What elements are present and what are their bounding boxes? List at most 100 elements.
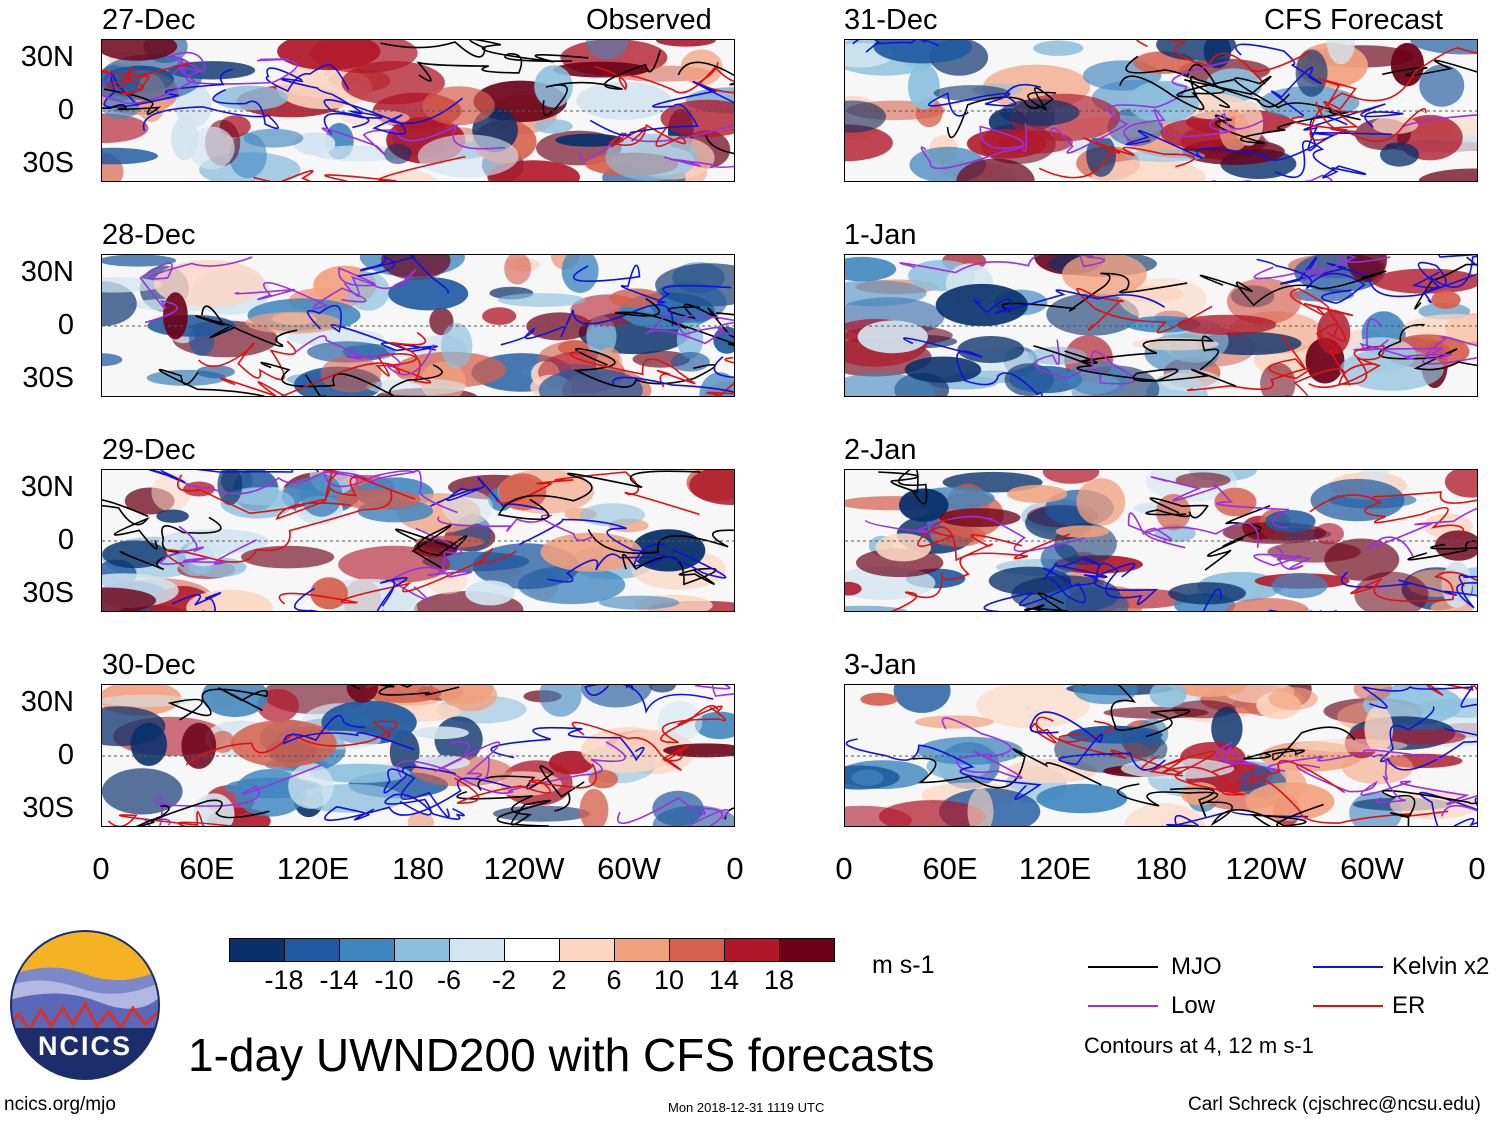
wave-contour [416, 53, 573, 82]
wave-contour [490, 726, 645, 762]
wave-contour [102, 62, 193, 95]
wave-contour [573, 264, 732, 304]
colorbar-label: 10 [653, 965, 685, 995]
anomaly-blob [1381, 729, 1466, 745]
wave-contour [1024, 592, 1068, 611]
anomaly-blob [188, 126, 235, 170]
anomaly-blob [338, 545, 451, 584]
anomaly-blob [873, 40, 973, 64]
wave-contour [920, 122, 1028, 170]
wave-contour [1289, 287, 1353, 342]
anomaly-blob [1168, 582, 1246, 605]
anomaly-blob [1211, 706, 1243, 751]
panel-title-obs-4: 30-Dec [102, 649, 196, 681]
x-label: 120E [1018, 851, 1092, 886]
colorbar-segment [504, 938, 560, 962]
wave-contour [324, 777, 513, 821]
wave-contour [1119, 75, 1234, 111]
wave-contour [1082, 685, 1191, 738]
logo-url[interactable]: ncics.org/mjo [4, 1094, 116, 1115]
wave-contour [234, 281, 367, 310]
anomaly-blob [1042, 470, 1100, 484]
anomaly-blob [933, 85, 1010, 102]
wave-contour [1315, 78, 1360, 133]
colorbar-segment [284, 938, 340, 962]
map-panel [101, 684, 735, 827]
wave-contour [941, 717, 1023, 779]
wave-contour [864, 515, 1086, 552]
map-panel [844, 254, 1478, 397]
wave-contour [547, 543, 665, 583]
anomaly-blob [102, 281, 137, 327]
colorbar-segment [779, 938, 835, 962]
legend-label-kelvin: Kelvin x2 [1392, 953, 1490, 980]
wave-contour [306, 304, 438, 353]
anomaly-blob [1342, 750, 1414, 785]
colorbar-segment [229, 938, 285, 962]
wave-contour [1407, 540, 1477, 561]
anomaly-blob [1124, 803, 1206, 826]
anomaly-blob [1007, 484, 1068, 503]
anomaly-blob [680, 49, 723, 86]
anomaly-blob [163, 292, 188, 340]
wave-contour [1430, 543, 1477, 550]
anomaly-blob [465, 580, 515, 606]
wave-contour [1381, 789, 1477, 826]
y-label-30s: 30S [22, 147, 74, 179]
anomaly-blob [311, 145, 409, 162]
wave-contour [570, 350, 696, 388]
wave-contour [119, 516, 222, 571]
anomaly-blob [1418, 168, 1477, 181]
wave-contour [1210, 174, 1333, 181]
map-panel [101, 469, 735, 612]
colorbar-label: -10 [374, 965, 414, 995]
colorbar-segment [614, 938, 670, 962]
legend-line-kelvin [1313, 966, 1383, 968]
anomaly-blob [102, 147, 158, 165]
wave-contour [338, 266, 417, 298]
wave-contour [321, 123, 505, 156]
anomaly-blob [153, 260, 265, 308]
wave-contour [323, 97, 464, 135]
anomaly-blob [907, 63, 940, 110]
anomaly-blob [1380, 142, 1419, 167]
wave-contour [139, 256, 253, 324]
wave-contour [144, 763, 323, 826]
wave-contour [1367, 507, 1477, 557]
wave-contour [902, 337, 1043, 396]
wave-contour [1202, 588, 1338, 611]
wave-contour [1382, 59, 1477, 77]
wind-anomaly-field [845, 40, 1477, 181]
anomaly-blob [845, 372, 935, 396]
wave-contour [1150, 476, 1290, 529]
wave-contour [891, 533, 1071, 611]
x-label: 60W [1340, 851, 1404, 886]
wave-contour [1419, 791, 1477, 826]
panel-title-obs-1: 27-Dec [102, 4, 196, 36]
wind-anomaly-field [102, 40, 734, 181]
anomaly-blob [845, 805, 912, 826]
wave-contour [594, 65, 734, 94]
anomaly-blob [210, 730, 235, 753]
anomaly-blob [967, 788, 994, 826]
timestamp: Mon 2018-12-31 1119 UTC [668, 1100, 825, 1115]
anomaly-blob [1086, 134, 1116, 177]
anomaly-blob [1326, 40, 1356, 65]
colorbar-label: -18 [264, 965, 304, 995]
wave-contour [1350, 571, 1477, 602]
wave-contour [220, 362, 401, 396]
legend-line-low [1088, 1005, 1158, 1007]
anomaly-blob [245, 311, 341, 334]
legend-note: Contours at 4, 12 m s-1 [1084, 1033, 1314, 1058]
anomaly-blob [102, 353, 123, 367]
anomaly-blob [388, 277, 469, 311]
wave-contour [697, 61, 734, 94]
wave-contour [1396, 685, 1477, 696]
x-label: 0 [835, 851, 853, 886]
wave-contour [102, 499, 158, 550]
wave-contour [1076, 288, 1213, 334]
wave-contour [1253, 255, 1391, 281]
wave-contour [612, 376, 734, 396]
anomaly-blob [102, 277, 163, 293]
wave-contour [164, 489, 393, 568]
